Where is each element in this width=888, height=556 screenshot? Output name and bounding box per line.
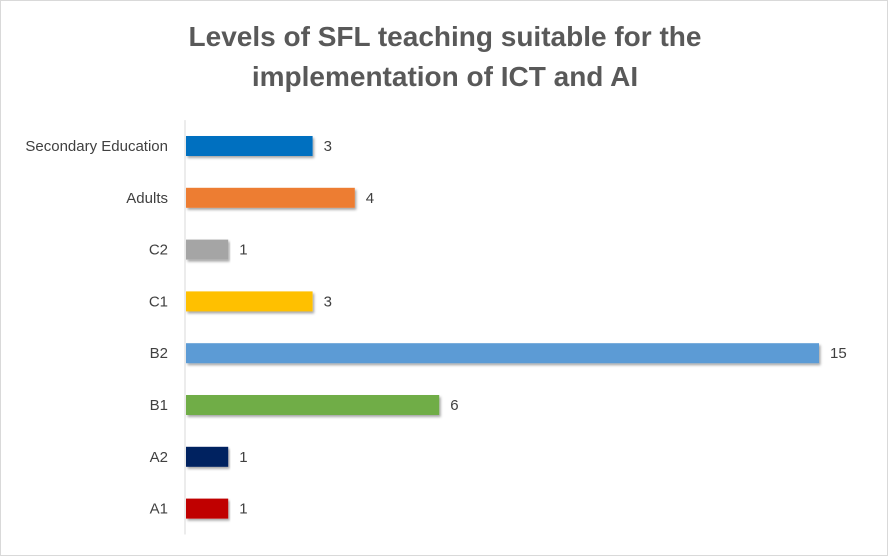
category-label: A2 bbox=[150, 449, 168, 466]
data-label: 1 bbox=[239, 501, 247, 518]
bar bbox=[186, 187, 355, 208]
category-label: C2 bbox=[149, 242, 168, 259]
category-label: A1 bbox=[150, 501, 168, 518]
data-label: 1 bbox=[239, 242, 247, 259]
bar bbox=[186, 498, 229, 519]
data-label: 15 bbox=[830, 345, 847, 362]
data-label: 3 bbox=[324, 138, 332, 155]
bar bbox=[186, 343, 819, 364]
bar bbox=[186, 291, 313, 312]
category-label: C1 bbox=[149, 293, 168, 310]
data-label: 4 bbox=[366, 190, 374, 207]
chart-title: Levels of SFL teaching suitable for the … bbox=[1, 17, 888, 97]
data-label: 3 bbox=[324, 293, 332, 310]
bar bbox=[186, 446, 229, 467]
bar bbox=[186, 136, 313, 156]
category-label: Secondary Education bbox=[25, 138, 168, 155]
data-label: 6 bbox=[450, 397, 458, 414]
chart-title-line-1: Levels of SFL teaching suitable for the bbox=[188, 21, 702, 52]
bar bbox=[186, 395, 440, 415]
chart-title-line-2: implementation of ICT and AI bbox=[251, 61, 639, 92]
bar bbox=[186, 239, 229, 260]
data-label: 1 bbox=[239, 449, 247, 466]
category-label: B2 bbox=[150, 345, 168, 362]
category-label: B1 bbox=[150, 397, 168, 414]
category-label: Adults bbox=[126, 190, 168, 207]
